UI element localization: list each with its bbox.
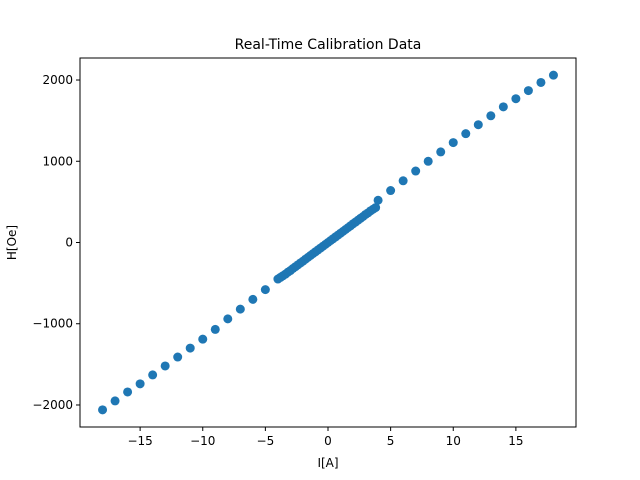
data-point <box>185 343 195 353</box>
data-point <box>371 203 381 213</box>
data-point <box>473 120 483 130</box>
x-axis-label: I[A] <box>317 456 338 470</box>
data-point <box>260 285 270 295</box>
data-point <box>548 70 558 80</box>
y-tick-label: −2000 <box>32 398 73 412</box>
data-point <box>148 370 158 380</box>
data-point <box>498 102 508 112</box>
y-axis-label: H[Oe] <box>5 225 19 260</box>
y-tick-label: 2000 <box>42 73 73 87</box>
y-tick-label: 1000 <box>42 154 73 168</box>
y-axis-ticks: −2000 −1000 0 1000 2000 <box>32 73 80 412</box>
data-point <box>511 94 521 104</box>
x-tick-label: −15 <box>127 434 152 448</box>
x-tick-label: −10 <box>190 434 215 448</box>
x-tick-label: 5 <box>387 434 395 448</box>
data-point <box>486 111 496 121</box>
data-point <box>436 147 446 157</box>
data-point <box>523 86 533 96</box>
data-point <box>448 138 458 148</box>
data-point <box>98 405 108 415</box>
x-axis-ticks: −15 −10 −5 0 5 10 15 <box>127 427 524 448</box>
data-points <box>98 70 558 415</box>
data-point <box>173 352 183 362</box>
x-tick-label: 10 <box>446 434 461 448</box>
data-point <box>235 304 245 314</box>
x-tick-label: −5 <box>257 434 275 448</box>
data-point <box>135 379 145 389</box>
y-tick-label: 0 <box>65 236 73 250</box>
data-point <box>110 396 120 406</box>
x-tick-label: 0 <box>324 434 332 448</box>
x-tick-label: 15 <box>508 434 523 448</box>
data-point <box>248 294 258 304</box>
data-point <box>386 186 396 196</box>
data-point <box>461 129 471 139</box>
data-point <box>210 324 220 334</box>
y-tick-label: −1000 <box>32 317 73 331</box>
data-point <box>411 166 421 176</box>
data-point <box>423 156 433 166</box>
data-point <box>223 314 233 324</box>
data-point <box>160 361 170 371</box>
data-point <box>373 195 383 205</box>
data-point <box>123 387 133 397</box>
data-point <box>198 334 208 344</box>
data-point <box>398 176 408 186</box>
data-point <box>536 77 546 87</box>
chart-title: Real-Time Calibration Data <box>235 37 422 53</box>
